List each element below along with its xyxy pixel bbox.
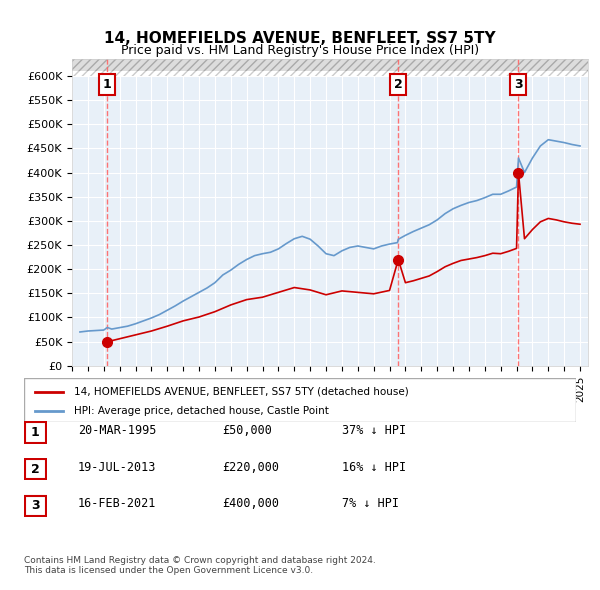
FancyBboxPatch shape [25,422,46,442]
FancyBboxPatch shape [25,496,46,516]
Text: 14, HOMEFIELDS AVENUE, BENFLEET, SS7 5TY: 14, HOMEFIELDS AVENUE, BENFLEET, SS7 5TY [104,31,496,46]
Text: 2: 2 [394,78,402,91]
Text: £220,000: £220,000 [222,461,279,474]
Text: Price paid vs. HM Land Registry's House Price Index (HPI): Price paid vs. HM Land Registry's House … [121,44,479,57]
Text: 2: 2 [31,463,40,476]
Text: 16-FEB-2021: 16-FEB-2021 [78,497,157,510]
Text: £50,000: £50,000 [222,424,272,437]
Text: 1: 1 [31,426,40,439]
Text: Contains HM Land Registry data © Crown copyright and database right 2024.
This d: Contains HM Land Registry data © Crown c… [24,556,376,575]
Bar [72,52,588,76]
Text: 19-JUL-2013: 19-JUL-2013 [78,461,157,474]
Text: 1: 1 [103,78,111,91]
Text: 14, HOMEFIELDS AVENUE, BENFLEET, SS7 5TY (detached house): 14, HOMEFIELDS AVENUE, BENFLEET, SS7 5TY… [74,387,409,396]
Text: 7% ↓ HPI: 7% ↓ HPI [342,497,399,510]
Text: £400,000: £400,000 [222,497,279,510]
Text: 16% ↓ HPI: 16% ↓ HPI [342,461,406,474]
Text: 3: 3 [31,499,40,512]
FancyBboxPatch shape [25,459,46,479]
Text: 3: 3 [514,78,523,91]
FancyBboxPatch shape [24,378,576,422]
Text: HPI: Average price, detached house, Castle Point: HPI: Average price, detached house, Cast… [74,406,329,416]
Text: 37% ↓ HPI: 37% ↓ HPI [342,424,406,437]
Text: 20-MAR-1995: 20-MAR-1995 [78,424,157,437]
